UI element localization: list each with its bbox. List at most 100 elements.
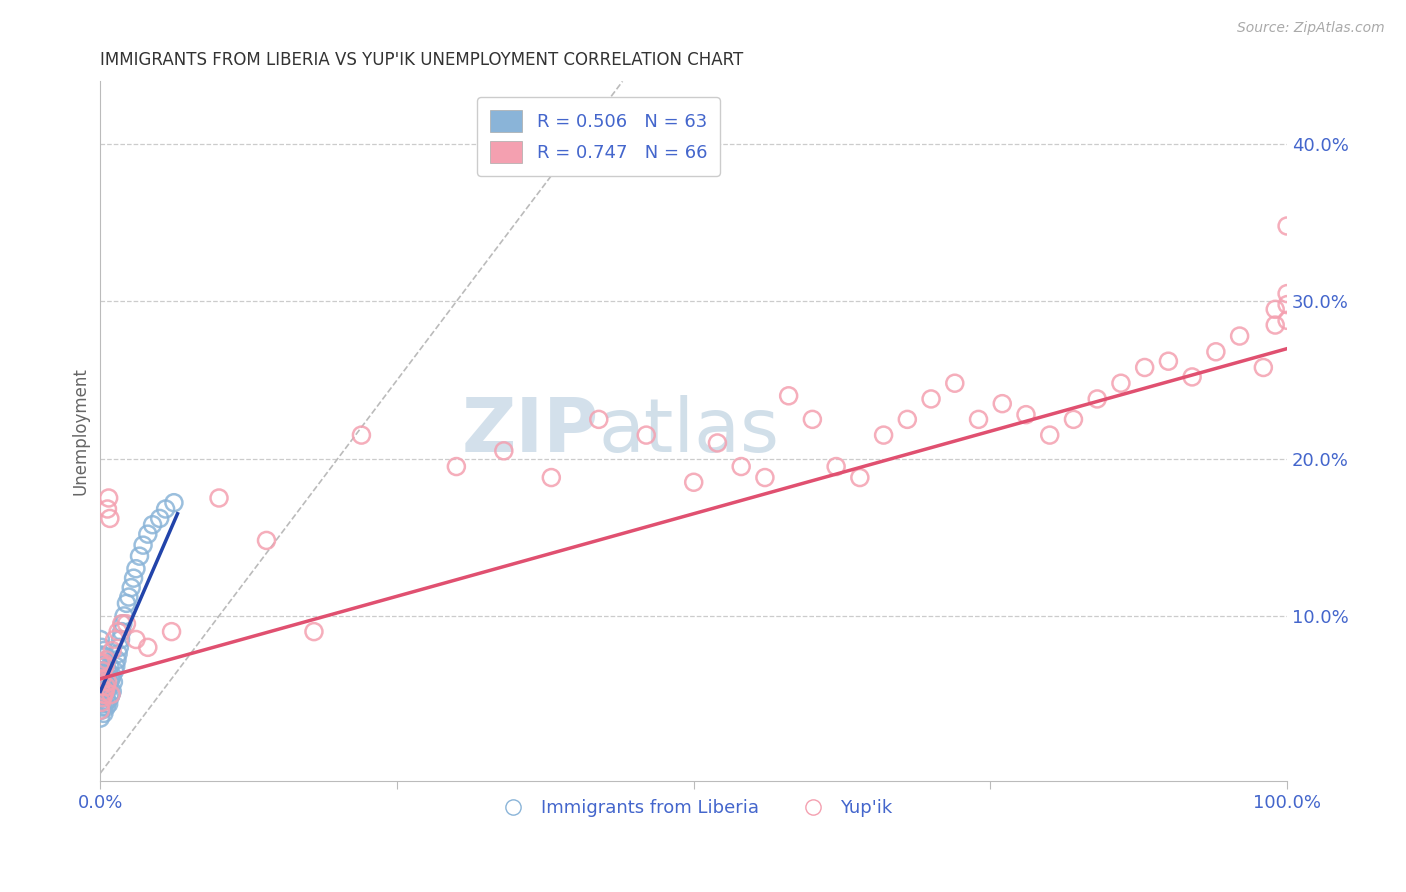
Point [96, 678, 118, 692]
Point [136, 527, 159, 541]
Point [96, 700, 118, 714]
Point [98, 511, 121, 525]
Point [100, 688, 122, 702]
Point [111, 616, 134, 631]
Point [94, 681, 117, 696]
Point [104, 632, 127, 647]
Point [125, 632, 148, 647]
Point [100, 672, 122, 686]
Point [89, 680, 111, 694]
Point [105, 653, 128, 667]
Point [107, 647, 129, 661]
Point [1039, 428, 1062, 442]
Point [93, 659, 115, 673]
Point [1062, 412, 1084, 426]
Point [1015, 408, 1038, 422]
Point [730, 459, 752, 474]
Point [96, 684, 118, 698]
Point [754, 470, 776, 484]
Point [93, 688, 115, 702]
Point [96, 668, 118, 682]
Point [636, 428, 658, 442]
Point [97, 697, 120, 711]
Point [149, 511, 172, 525]
Point [91, 648, 114, 663]
Point [90, 695, 112, 709]
Point [160, 624, 183, 639]
Point [991, 397, 1014, 411]
Point [94, 659, 117, 673]
Point [97, 491, 120, 505]
Point [1275, 219, 1298, 233]
Point [91, 690, 114, 705]
Point [90, 672, 112, 686]
Point [104, 659, 127, 673]
Point [128, 549, 150, 564]
Point [107, 624, 129, 639]
Point [90, 640, 112, 655]
Point [90, 672, 112, 686]
Point [96, 502, 118, 516]
Point [943, 376, 966, 391]
Point [100, 688, 122, 702]
Y-axis label: Unemployment: Unemployment [72, 368, 89, 495]
Point [96, 680, 118, 694]
Point [89, 711, 111, 725]
Point [93, 706, 115, 721]
Point [93, 656, 115, 670]
Point [118, 590, 141, 604]
Point [872, 428, 894, 442]
Point [1157, 354, 1180, 368]
Point [446, 459, 468, 474]
Point [98, 690, 121, 705]
Point [825, 459, 848, 474]
Point [96, 653, 118, 667]
Point [93, 690, 115, 705]
Point [110, 632, 132, 647]
Point [588, 412, 610, 426]
Point [1264, 318, 1286, 332]
Point [801, 412, 824, 426]
Point [778, 389, 800, 403]
Text: IMMIGRANTS FROM LIBERIA VS YUP'IK UNEMPLOYMENT CORRELATION CHART: IMMIGRANTS FROM LIBERIA VS YUP'IK UNEMPL… [100, 51, 744, 69]
Point [155, 502, 177, 516]
Point [302, 624, 325, 639]
Point [112, 608, 135, 623]
Point [163, 496, 186, 510]
Point [96, 694, 118, 708]
Point [1253, 360, 1275, 375]
Legend: Immigrants from Liberia, Yup'ik: Immigrants from Liberia, Yup'ik [488, 792, 900, 824]
Text: Source: ZipAtlas.com: Source: ZipAtlas.com [1237, 21, 1385, 35]
Point [94, 649, 117, 664]
Point [920, 392, 942, 406]
Point [101, 684, 124, 698]
Point [91, 664, 114, 678]
Point [1109, 376, 1132, 391]
Point [142, 517, 165, 532]
Point [98, 659, 121, 673]
Point [1264, 302, 1286, 317]
Point [96, 653, 118, 667]
Point [1133, 360, 1156, 375]
Point [94, 697, 117, 711]
Point [125, 562, 148, 576]
Point [90, 688, 112, 702]
Point [136, 640, 159, 655]
Point [115, 616, 138, 631]
Point [492, 443, 515, 458]
Point [98, 675, 121, 690]
Point [1085, 392, 1108, 406]
Point [896, 412, 918, 426]
Point [849, 470, 872, 484]
Point [1275, 297, 1298, 311]
Point [97, 665, 120, 680]
Point [89, 656, 111, 670]
Point [89, 703, 111, 717]
Text: atlas: atlas [599, 394, 780, 467]
Point [1275, 313, 1298, 327]
Point [256, 533, 278, 548]
Point [93, 643, 115, 657]
Point [91, 700, 114, 714]
Point [101, 643, 124, 657]
Point [1205, 344, 1227, 359]
